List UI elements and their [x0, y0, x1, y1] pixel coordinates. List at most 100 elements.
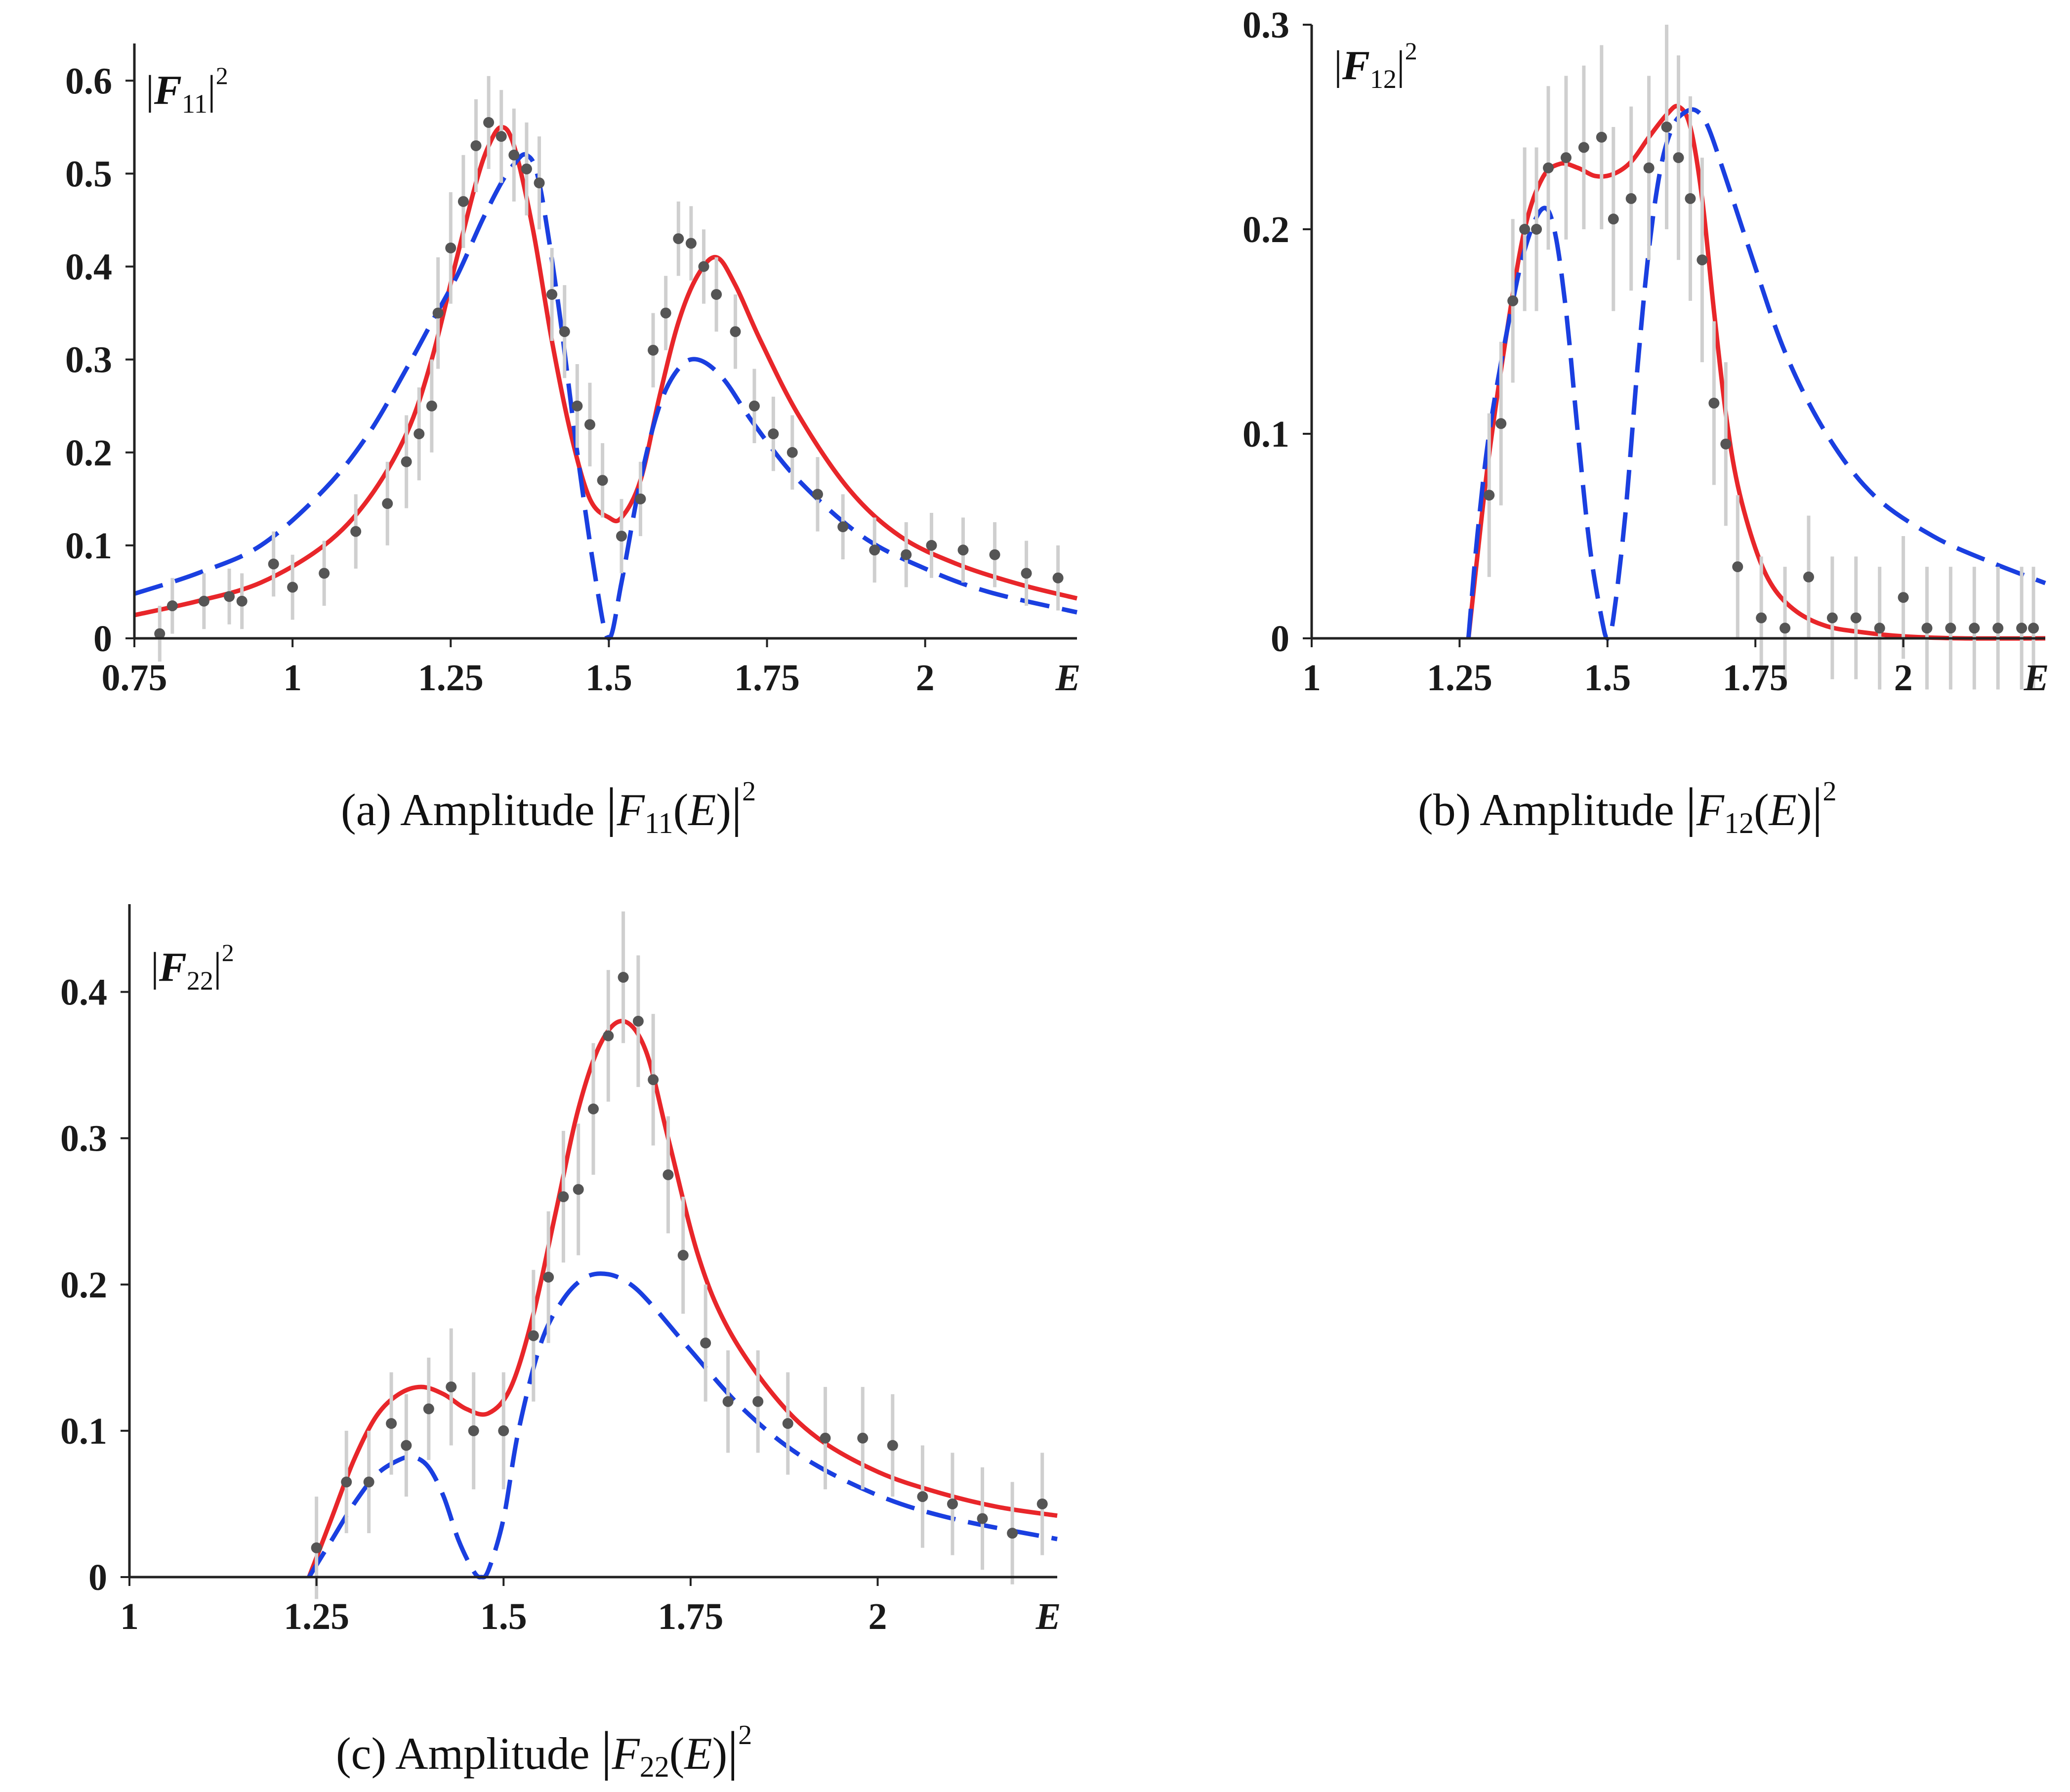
- panel-a-fit-solid-line: [134, 125, 1078, 618]
- panel-b-data-point: [1756, 612, 1767, 624]
- panel-b-x-tick-label: 1.5: [1584, 657, 1631, 699]
- panel-b-marks: [1466, 25, 2046, 690]
- panel-a-ylabel: |F11|2: [146, 62, 228, 119]
- panel-c-data-point: [558, 1191, 569, 1203]
- panel-c-data-point: [468, 1425, 479, 1436]
- panel-b-ylabel: |F12|2: [1334, 37, 1417, 94]
- panel-c-y-tick-label: 0.1: [60, 1411, 107, 1452]
- panel-a-data-point: [445, 242, 456, 253]
- panel-a-data-point: [597, 475, 608, 486]
- panel-c-y-tick-label: 0.2: [60, 1264, 107, 1306]
- panel-a-data-point: [414, 428, 425, 440]
- panel-a-y-tick-label: 0.5: [65, 153, 112, 195]
- panel-a-data-point: [837, 521, 849, 533]
- panel-a-y-tick-label: 0.6: [65, 60, 112, 102]
- panel-a-data-point: [572, 400, 583, 412]
- panel-c-data-point: [498, 1425, 509, 1436]
- panel-c-axes: 1 1.25 1.5 1.75 2 E 0 0.1 0.2 0.3 0.4: [60, 904, 1061, 1637]
- panel-c-data-point: [1036, 1498, 1048, 1509]
- panel-c-x-tick-label: 1.25: [284, 1596, 349, 1637]
- panel-a-data-point: [457, 196, 469, 207]
- panel-b-data-point: [1921, 623, 1933, 634]
- panel-a-y-tick-label: 0.1: [65, 525, 112, 567]
- panel-b-data-point: [1780, 623, 1791, 634]
- panel-b-data-point: [1969, 623, 1980, 634]
- panel-b-data-point: [1543, 162, 1554, 173]
- panel-a-data-point: [926, 540, 937, 551]
- panel-b-data-point: [1625, 193, 1637, 204]
- panel-b-data-point: [1992, 623, 2004, 634]
- panel-b-x-tick-label: 1.25: [1427, 657, 1492, 699]
- panel-b-data-point: [1608, 213, 1619, 225]
- panel-a-data-point: [957, 544, 969, 556]
- panel-c-ylabel: |F22|2: [151, 939, 234, 996]
- panel-a-data-point: [198, 595, 209, 607]
- panel-c-data-point: [401, 1440, 412, 1451]
- panel-a-data-point: [470, 140, 482, 151]
- panel-a-data-point: [685, 238, 697, 249]
- panel-a-x-tick-label: 2: [916, 657, 935, 699]
- panel-b-caption: (b) Amplitude |F12(E)|2: [1418, 776, 1836, 839]
- panel-b-data-point: [1661, 122, 1672, 132]
- panel-a-x-tick-label: 1.5: [585, 657, 632, 699]
- panel-a: 0.75 1 1.25 1.5 1.75 2 E 0 0.1 0.2 0.3 0.4 0.5 0.6 |F…: [65, 43, 1080, 839]
- panel-a-data-point: [496, 131, 507, 142]
- panel-c-data-point: [977, 1513, 988, 1524]
- panel-a-y-tick-label: 0.3: [65, 339, 112, 381]
- panel-a-x-axis-label: E: [1055, 657, 1081, 699]
- panel-a-x-tick-label: 1.25: [418, 657, 484, 699]
- panel-b-y-tick-label: 0: [1271, 618, 1289, 660]
- panel-b-data-point: [1850, 612, 1862, 624]
- panel-c-data-point: [588, 1103, 599, 1115]
- panel-a-data-point: [673, 233, 684, 245]
- panel-a-axes: 0.75 1 1.25 1.5 1.75 2 E 0 0.1 0.2 0.3 0.4 0.5 0.6: [65, 43, 1080, 699]
- panel-b-data-point: [1484, 490, 1495, 501]
- panel-c-fit-dashed-line: [307, 1271, 1058, 1580]
- panel-c-data-point: [386, 1418, 397, 1429]
- panel-a-data-point: [584, 419, 595, 430]
- panel-b-data-point: [2028, 623, 2039, 634]
- panel-b-data-point: [1643, 162, 1655, 173]
- panel-a-data-point: [483, 117, 495, 128]
- panel-b-data-point: [1803, 571, 1814, 583]
- panel-a-data-point: [236, 595, 248, 607]
- panel-a-y-tick-label: 0.2: [65, 432, 112, 474]
- panel-a-data-point: [635, 493, 646, 504]
- panel-c-data-point: [363, 1476, 374, 1488]
- panel-a-data-point: [508, 149, 520, 161]
- panel-b-y-tick-label: 0.2: [1242, 209, 1289, 250]
- panel-a-caption: (a) Amplitude |F11(E)|2: [341, 776, 756, 839]
- panel-a-data-point: [616, 531, 627, 542]
- panel-c-data-point: [887, 1440, 898, 1451]
- panel-c-data-point: [782, 1418, 793, 1429]
- panel-a-data-point: [869, 544, 880, 556]
- panel-b-data-point: [1673, 152, 1684, 164]
- panel-c-data-point: [446, 1381, 457, 1393]
- panel-b-data-point: [1898, 592, 1909, 603]
- panel-a-data-point: [660, 307, 671, 319]
- panel-b-fit-dashed-line: [1466, 107, 2046, 641]
- panel-c-data-point: [752, 1396, 764, 1407]
- panel-b-data-point: [1826, 612, 1838, 624]
- panel-b-x-tick-label: 1.75: [1723, 657, 1788, 699]
- panel-a-data-point: [1052, 572, 1064, 583]
- panel-b-y-tick-label: 0.3: [1242, 4, 1289, 46]
- panel-b-axes: 1 1.25 1.5 1.75 2 E 0 0.1 0.2 0.3: [1242, 4, 2049, 699]
- panel-b-x-tick-label: 2: [1894, 657, 1913, 699]
- panel-b-data-point: [1732, 561, 1743, 573]
- panel-a-data-point: [166, 600, 178, 612]
- panel-b-y-tick-label: 0.1: [1242, 414, 1289, 455]
- panel-b-data-point: [2016, 623, 2028, 634]
- panel-c-data-point: [820, 1432, 831, 1444]
- panel-c-x-tick-label: 2: [869, 1596, 887, 1637]
- panel-c-data-point: [1007, 1528, 1018, 1539]
- panel-a-data-point: [989, 549, 1000, 560]
- panel-c-y-tick-label: 0.3: [60, 1118, 107, 1160]
- panel-c-data-point: [528, 1330, 539, 1341]
- panel-c: 1 1.25 1.5 1.75 2 E 0 0.1 0.2 0.3 0.4 |F22|2 (c) A…: [60, 904, 1061, 1783]
- panel-b-x-tick-label: 1: [1302, 657, 1321, 699]
- panel-a-data-point: [787, 447, 798, 458]
- panel-a-data-point: [901, 549, 912, 560]
- panel-c-data-point: [677, 1250, 689, 1261]
